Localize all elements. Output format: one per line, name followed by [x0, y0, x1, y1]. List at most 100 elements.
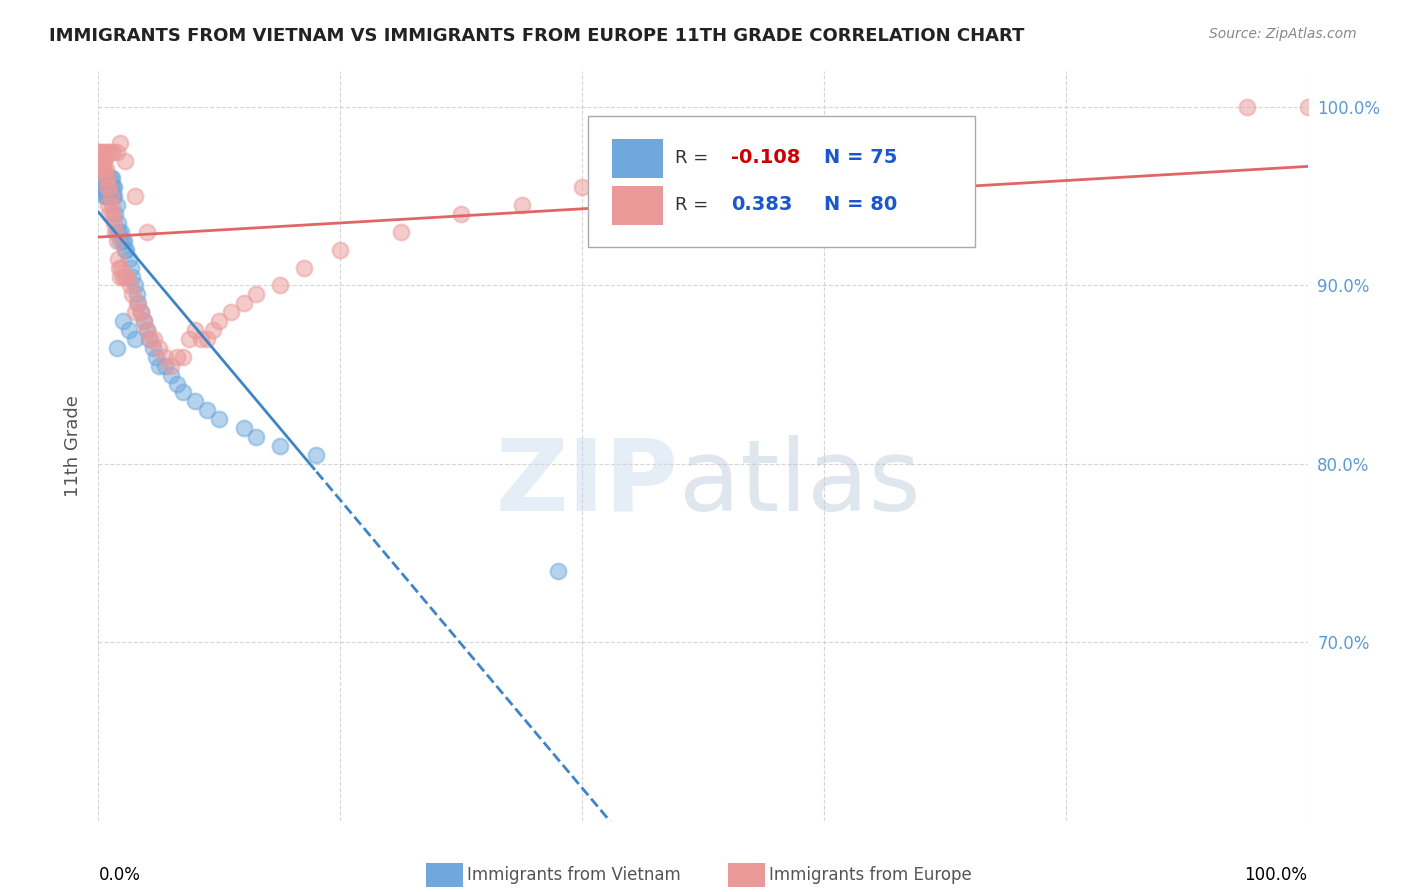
Point: [117, 269, 139, 284]
Point: [124, 189, 146, 203]
Point: [160, 368, 183, 382]
Point: [87, 162, 110, 177]
Point: [105, 234, 128, 248]
FancyBboxPatch shape: [613, 186, 664, 225]
Point: [160, 359, 183, 373]
Point: [93, 171, 115, 186]
Point: [166, 350, 188, 364]
Point: [127, 296, 149, 310]
Point: [89, 153, 111, 168]
Text: atlas: atlas: [679, 435, 921, 532]
Point: [96, 180, 118, 194]
Point: [172, 350, 194, 364]
Point: [91, 171, 114, 186]
Text: Immigrants from Europe: Immigrants from Europe: [769, 866, 972, 884]
Point: [101, 189, 124, 203]
Text: 0.383: 0.383: [731, 195, 792, 214]
Point: [221, 305, 243, 319]
Point: [91, 153, 114, 168]
Point: [105, 225, 128, 239]
Point: [121, 269, 143, 284]
Point: [143, 332, 166, 346]
Point: [111, 314, 134, 328]
Point: [98, 207, 121, 221]
Point: [1236, 100, 1258, 114]
Point: [245, 287, 267, 301]
Point: [108, 225, 131, 239]
Point: [208, 412, 231, 426]
Point: [87, 145, 110, 159]
Point: [94, 180, 117, 194]
Point: [97, 171, 120, 186]
Point: [100, 171, 122, 186]
Text: Source: ZipAtlas.com: Source: ZipAtlas.com: [1209, 27, 1357, 41]
Point: [129, 305, 152, 319]
Point: [110, 260, 132, 275]
Point: [269, 439, 291, 453]
Point: [94, 189, 117, 203]
Point: [195, 403, 218, 417]
Point: [510, 198, 533, 212]
Point: [104, 225, 127, 239]
Point: [90, 171, 112, 186]
Point: [91, 180, 114, 194]
Point: [91, 145, 114, 159]
Point: [93, 153, 115, 168]
Point: [153, 350, 176, 364]
Text: 0.0%: 0.0%: [98, 865, 141, 884]
Point: [184, 323, 207, 337]
Point: [96, 171, 118, 186]
Point: [91, 153, 114, 168]
Point: [450, 207, 472, 221]
Text: R =: R =: [675, 195, 714, 214]
Point: [91, 162, 114, 177]
Point: [121, 287, 143, 301]
Point: [98, 189, 121, 203]
Point: [148, 359, 170, 373]
Point: [145, 350, 167, 364]
Point: [135, 323, 157, 337]
Point: [103, 216, 125, 230]
Point: [108, 234, 131, 248]
Point: [107, 216, 129, 230]
Point: [114, 153, 136, 168]
Point: [107, 252, 129, 266]
Point: [127, 296, 149, 310]
Point: [94, 145, 117, 159]
Point: [94, 171, 117, 186]
Point: [292, 260, 315, 275]
Point: [692, 171, 714, 186]
Point: [120, 260, 142, 275]
Point: [1296, 100, 1319, 114]
Point: [190, 332, 212, 346]
Point: [91, 171, 114, 186]
Point: [90, 162, 112, 177]
Point: [100, 189, 122, 203]
Point: [329, 243, 352, 257]
Point: [94, 162, 117, 177]
Point: [100, 189, 122, 203]
Text: Immigrants from Vietnam: Immigrants from Vietnam: [467, 866, 681, 884]
Y-axis label: 11th Grade: 11th Grade: [63, 395, 82, 497]
Point: [91, 153, 114, 168]
Point: [118, 323, 141, 337]
Point: [110, 225, 132, 239]
Point: [101, 207, 124, 221]
Point: [97, 145, 120, 159]
Point: [89, 145, 111, 159]
Point: [195, 332, 218, 346]
Point: [118, 252, 141, 266]
Point: [101, 180, 124, 194]
Point: [111, 234, 134, 248]
Point: [179, 332, 201, 346]
Point: [139, 332, 162, 346]
Point: [114, 269, 136, 284]
Point: [138, 332, 160, 346]
Point: [166, 376, 188, 391]
Point: [101, 145, 124, 159]
Point: [100, 145, 122, 159]
Point: [89, 153, 111, 168]
Point: [90, 153, 112, 168]
Point: [89, 153, 111, 168]
Point: [91, 153, 114, 168]
